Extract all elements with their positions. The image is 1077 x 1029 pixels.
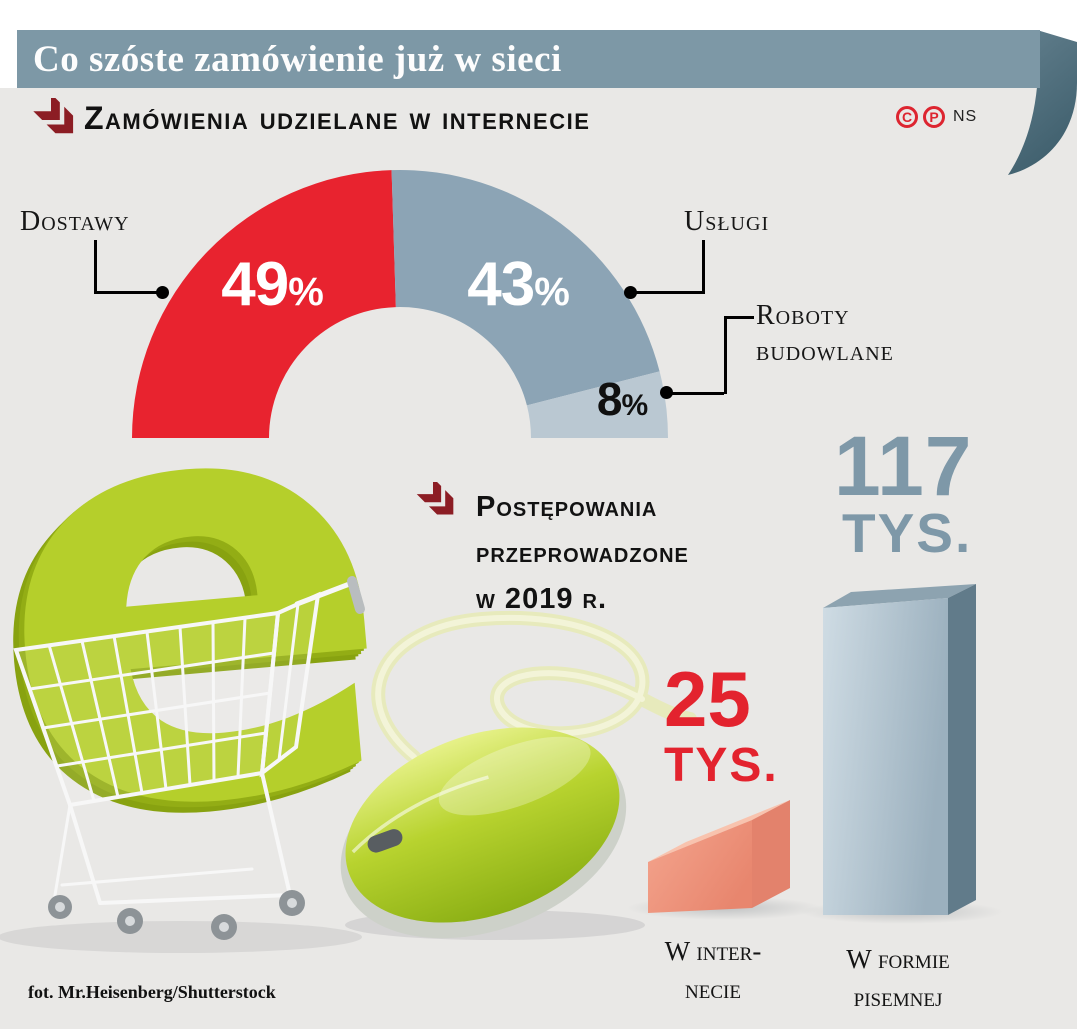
donut-label-roboty-budowlane: Roboty budowlane — [756, 300, 894, 368]
donut-value-uslugi: 43% — [467, 250, 570, 319]
leader-line — [672, 392, 724, 395]
section-arrow-icon — [416, 482, 454, 515]
section-arrow-icon — [33, 98, 74, 134]
agency-marks: C P NS — [896, 106, 977, 128]
leader-line — [94, 240, 97, 294]
photo-illustration — [0, 576, 697, 953]
agency-initials: NS — [953, 108, 978, 125]
half-donut-chart — [132, 170, 668, 438]
page-title: Co szóste zamówienie już w sieci — [33, 38, 562, 80]
leader-line — [634, 291, 702, 294]
donut-slice-usługi — [391, 170, 660, 406]
leader-line — [702, 240, 705, 294]
mouse-cable-icon — [371, 611, 697, 764]
bar-value-online: 25 — [664, 655, 751, 743]
heading-line: przeprowadzone — [476, 537, 689, 569]
bar-label-online: W inter- necie — [664, 936, 762, 1004]
heading-line: Postępowania — [476, 491, 658, 523]
leader-dot — [156, 286, 169, 299]
cart-wheels-icon — [48, 890, 305, 940]
donut-value-dostawy: 49% — [221, 250, 324, 319]
banner-fold-ribbon — [1008, 30, 1077, 175]
computer-mouse-icon — [340, 727, 627, 939]
leader-dot — [660, 386, 673, 399]
heading-line: w 2019 r. — [476, 583, 608, 615]
bars-section-heading: Postępowania przeprowadzone w 2019 r. — [476, 484, 689, 622]
bar-label-written: W formie pisemnej — [846, 944, 950, 1012]
leader-line — [724, 316, 727, 394]
donut-label-uslugi: Usługi — [684, 206, 770, 237]
donut-label-dostawy: Dostawy — [20, 206, 130, 237]
leader-line — [724, 316, 754, 319]
bar-online — [648, 800, 790, 913]
leader-line — [94, 291, 162, 294]
donut-slice-dostawy — [132, 170, 396, 438]
copyright-p-badge: P — [923, 106, 945, 128]
shopping-cart-icon — [13, 576, 365, 905]
donut-slice-roboty-budowlane — [526, 371, 668, 438]
bar-unit-written: TYS. — [842, 502, 973, 564]
bar-value-written: 117 — [834, 419, 973, 513]
title-banner: Co szóste zamówienie już w sieci — [17, 30, 1040, 88]
photo-credit: fot. Mr.Heisenberg/Shutterstock — [28, 982, 276, 1002]
donut-value-roboty: 8% — [596, 373, 648, 425]
donut-section-heading: Zamówienia udzielane w internecie — [84, 100, 591, 136]
bar-unit-online: TYS. — [664, 739, 779, 792]
bar-written-form — [823, 584, 976, 915]
cart-shadow — [0, 921, 362, 953]
leader-dot — [624, 286, 637, 299]
copyright-c-badge: C — [896, 106, 918, 128]
scroll-wheel-icon — [367, 829, 403, 853]
